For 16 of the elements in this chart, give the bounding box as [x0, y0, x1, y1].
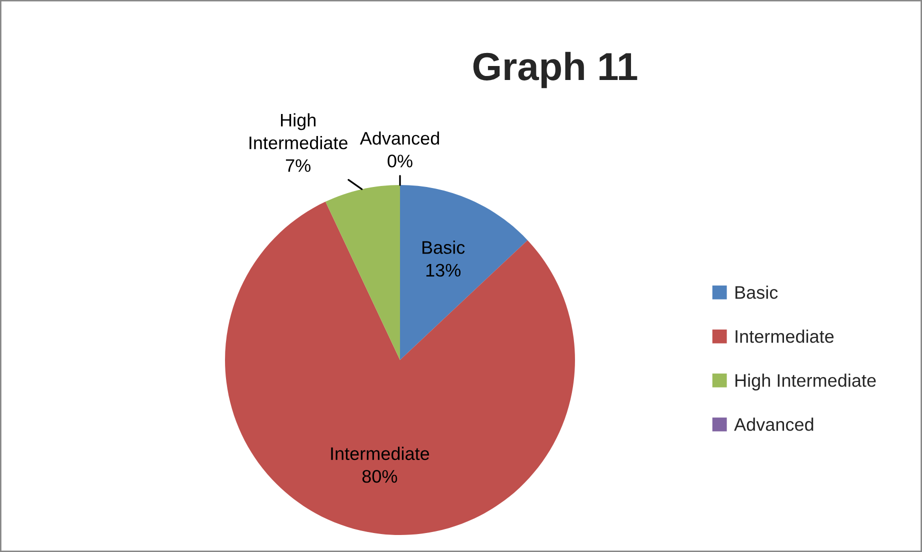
- legend-label: Basic: [736, 286, 778, 299]
- pie-slice: [400, 185, 528, 360]
- slice-label: High Intermediate: [250, 113, 348, 150]
- data-label: 7%: [286, 159, 310, 172]
- data-label: 13%: [426, 264, 461, 277]
- chart-title: Graph 11: [473, 52, 638, 88]
- slice-label: Basic: [422, 240, 465, 254]
- slice-label: Intermediate: [331, 446, 430, 460]
- legend-label: Intermediate: [736, 330, 834, 343]
- pie-slice: [325, 185, 400, 360]
- legend-label: Advanced: [734, 418, 814, 431]
- text: 0%: [388, 154, 412, 168]
- pie-slice: [225, 202, 575, 535]
- data-label: 80%: [362, 470, 398, 483]
- legend-label: High Intermediate: [736, 374, 876, 390]
- category-label: Advanced: [360, 131, 439, 145]
